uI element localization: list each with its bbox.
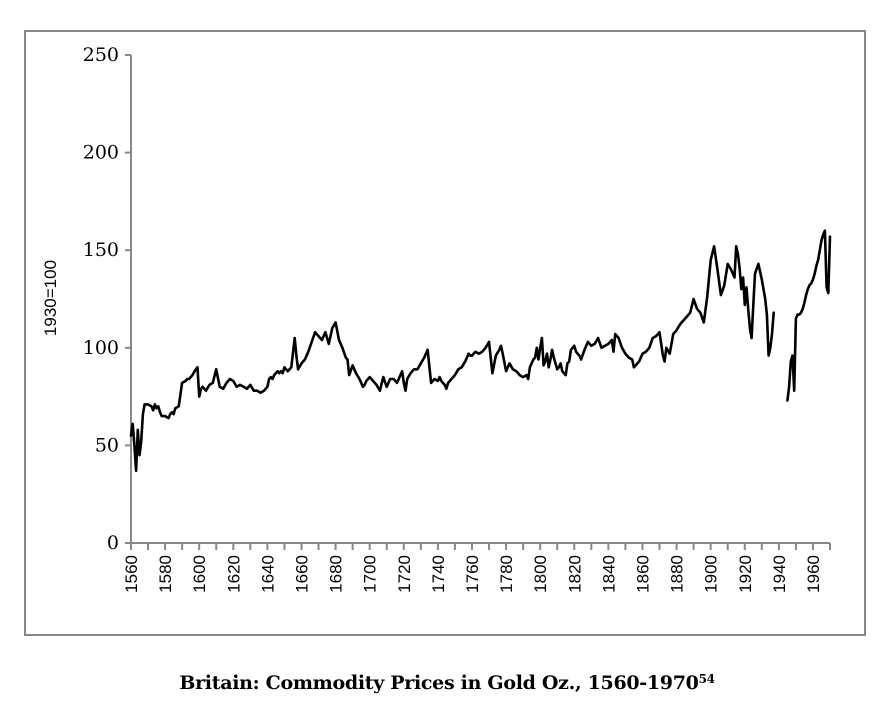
series-line-segment [129,245,776,473]
x-tick-label: 1700 [361,555,380,593]
x-tick-label: 1940 [770,555,789,593]
x-tick-label: 1660 [292,555,311,593]
x-tick-label: 1620 [224,555,243,593]
x-tick-label: 1780 [497,555,516,593]
x-tick-label: 1960 [804,555,823,593]
x-tick-label: 1840 [599,555,618,593]
x-tick-label: 1800 [531,555,550,593]
x-tick-label: 1760 [463,555,482,593]
x-tick-label: 1900 [702,555,721,593]
x-tick-label: 1600 [190,555,209,593]
x-tick-label: 1740 [429,555,448,593]
series-layer [129,229,832,473]
y-axis-label: 1930=100 [41,260,60,336]
y-tick-label: 150 [83,239,119,261]
y-tick-label: 250 [83,44,119,66]
x-tick-label: 1640 [258,555,277,593]
y-tick-label: 50 [95,434,119,456]
y-tick-label: 0 [107,532,119,554]
chart-title-text: Britain: Commodity Prices in Gold Oz., 1… [179,672,699,694]
x-tick-label: 1820 [565,555,584,593]
y-tick-label: 100 [83,337,119,359]
y-tick-label: 200 [83,142,119,164]
chart-title-footnote: 54 [698,672,715,686]
x-tick-label: 1860 [633,555,652,593]
y-axis: 0 50 100 150 200 250 [83,44,132,554]
x-tick-label: 1560 [122,555,141,593]
x-tick-label: 1680 [327,555,346,593]
chart-frame [24,30,866,636]
x-axis: 1560 1580 1600 1620 1640 1660 1680 1700 1720 1740… [122,542,831,593]
chart-title: Britain: Commodity Prices in Gold Oz., 1… [0,672,894,694]
x-tick-label: 1720 [395,555,414,593]
x-tick-label: 1580 [156,555,175,593]
x-tick-label: 1920 [736,555,755,593]
series-line-segment [786,229,832,402]
x-tick-label: 1880 [668,555,687,593]
